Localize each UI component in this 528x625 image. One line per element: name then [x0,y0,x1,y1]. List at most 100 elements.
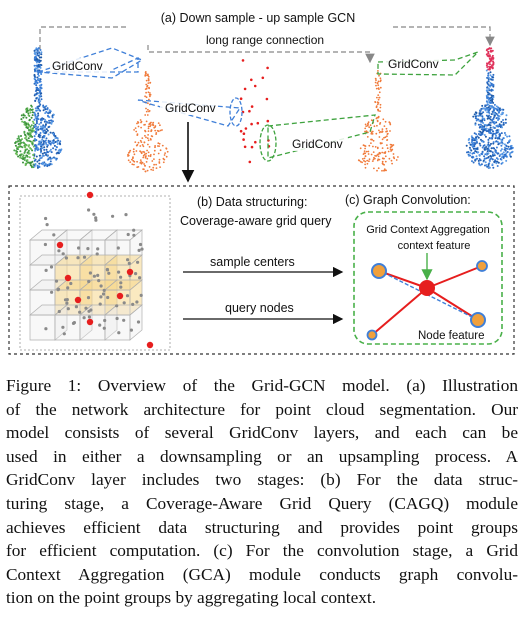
cloud-point [502,137,505,140]
voxel-cube [104,304,143,341]
cloud-point [479,138,482,141]
cloud-point [497,106,500,109]
cloud-point [505,155,508,158]
cloud-point [374,77,377,80]
cloud-point [481,140,484,143]
cloud-point [379,103,382,106]
cloud-point [503,148,506,151]
cloud-point [47,121,50,124]
cloud-point [162,161,165,164]
cloud-point [137,166,140,168]
cloud-point [484,124,487,126]
cloud-point [146,169,149,172]
cloud-point [150,129,153,132]
cloud-point [492,73,495,76]
cloud-point [34,158,37,161]
cloud-point [38,84,41,87]
caption-line: for efficient computation. (c) For the c… [6,541,518,561]
cloud-point [53,144,56,147]
query-point [86,247,90,251]
cloud-point [28,119,31,122]
cloud-point [41,163,44,166]
cloud-point [478,154,481,156]
cloud-point [491,118,494,121]
gridconv-label-4: GridConv [388,57,439,71]
graph-conv-box [353,211,503,345]
cloud-point [474,159,477,161]
cloud-point [45,123,47,126]
cloud-point [482,144,485,147]
cloud-point [492,57,495,60]
cloud-point [390,159,393,162]
cloud-point [50,121,53,124]
cloud-point [45,131,48,134]
cloud-point [397,156,399,158]
cloud-point [501,126,503,129]
cloud-point [44,112,47,115]
cloud-point [157,152,160,155]
cloud-point [39,64,42,67]
cloud-point [132,150,135,153]
cloud-point [47,141,50,144]
cloud-point [41,161,44,164]
cloud-point [29,131,31,134]
cloud-point [36,92,39,95]
cloud-point [364,163,366,166]
cloud-point [131,163,134,166]
cloud-point [39,132,42,134]
cloud-point [39,95,42,98]
cloud-point [24,162,27,165]
cloud-point [490,66,493,69]
cloud-point [155,167,158,170]
query-point [134,272,138,276]
cloud-point [486,76,489,79]
cloud-point [488,54,491,57]
cloud-point [41,138,44,141]
cloud-point [485,157,488,160]
cloud-point [147,127,150,130]
panel-c-title: (c) Graph Convolution: [345,193,471,207]
cloud-point [490,147,493,150]
cloud-point [382,157,385,160]
neighbor-node [476,260,488,272]
cloud-point [503,132,506,134]
cloud-point [496,160,499,163]
cloud-point [377,70,379,72]
cloud-point [40,53,43,56]
query-point [131,302,135,306]
cloud-point [46,129,49,132]
cloud-point [145,83,148,86]
cloud-point [58,142,61,145]
cloud-point [490,94,493,97]
query-point [82,316,86,320]
cloud-point [492,142,495,145]
cloud-point [485,100,488,103]
cloud-point [56,151,59,154]
cloud-point [24,143,27,146]
cloud-point [385,127,388,130]
cloud-point [499,153,502,156]
cloud-point [42,143,45,146]
cloud-point [474,147,477,150]
cloud-point [49,111,51,114]
cloud-point [48,119,51,122]
cloud-point [486,117,489,120]
cloud-point [35,107,38,110]
cloud-point [153,149,156,152]
cloud-point [504,134,507,136]
query-point [137,248,141,252]
long-range-label: long range connection [206,33,324,47]
cloud-point [33,137,36,140]
cloud-point [23,159,26,161]
cloud-point [489,150,492,153]
cloud-point [162,157,165,160]
cloud-point [139,159,142,162]
cloud-point [504,121,507,124]
cloud-point [364,166,367,169]
cloud-point [378,91,381,94]
cloud-point [472,115,475,118]
center-point [146,341,154,349]
caption-line: of the network architecture for point cl… [6,399,518,419]
cloud-point [488,99,490,102]
cloud-point [489,126,492,129]
